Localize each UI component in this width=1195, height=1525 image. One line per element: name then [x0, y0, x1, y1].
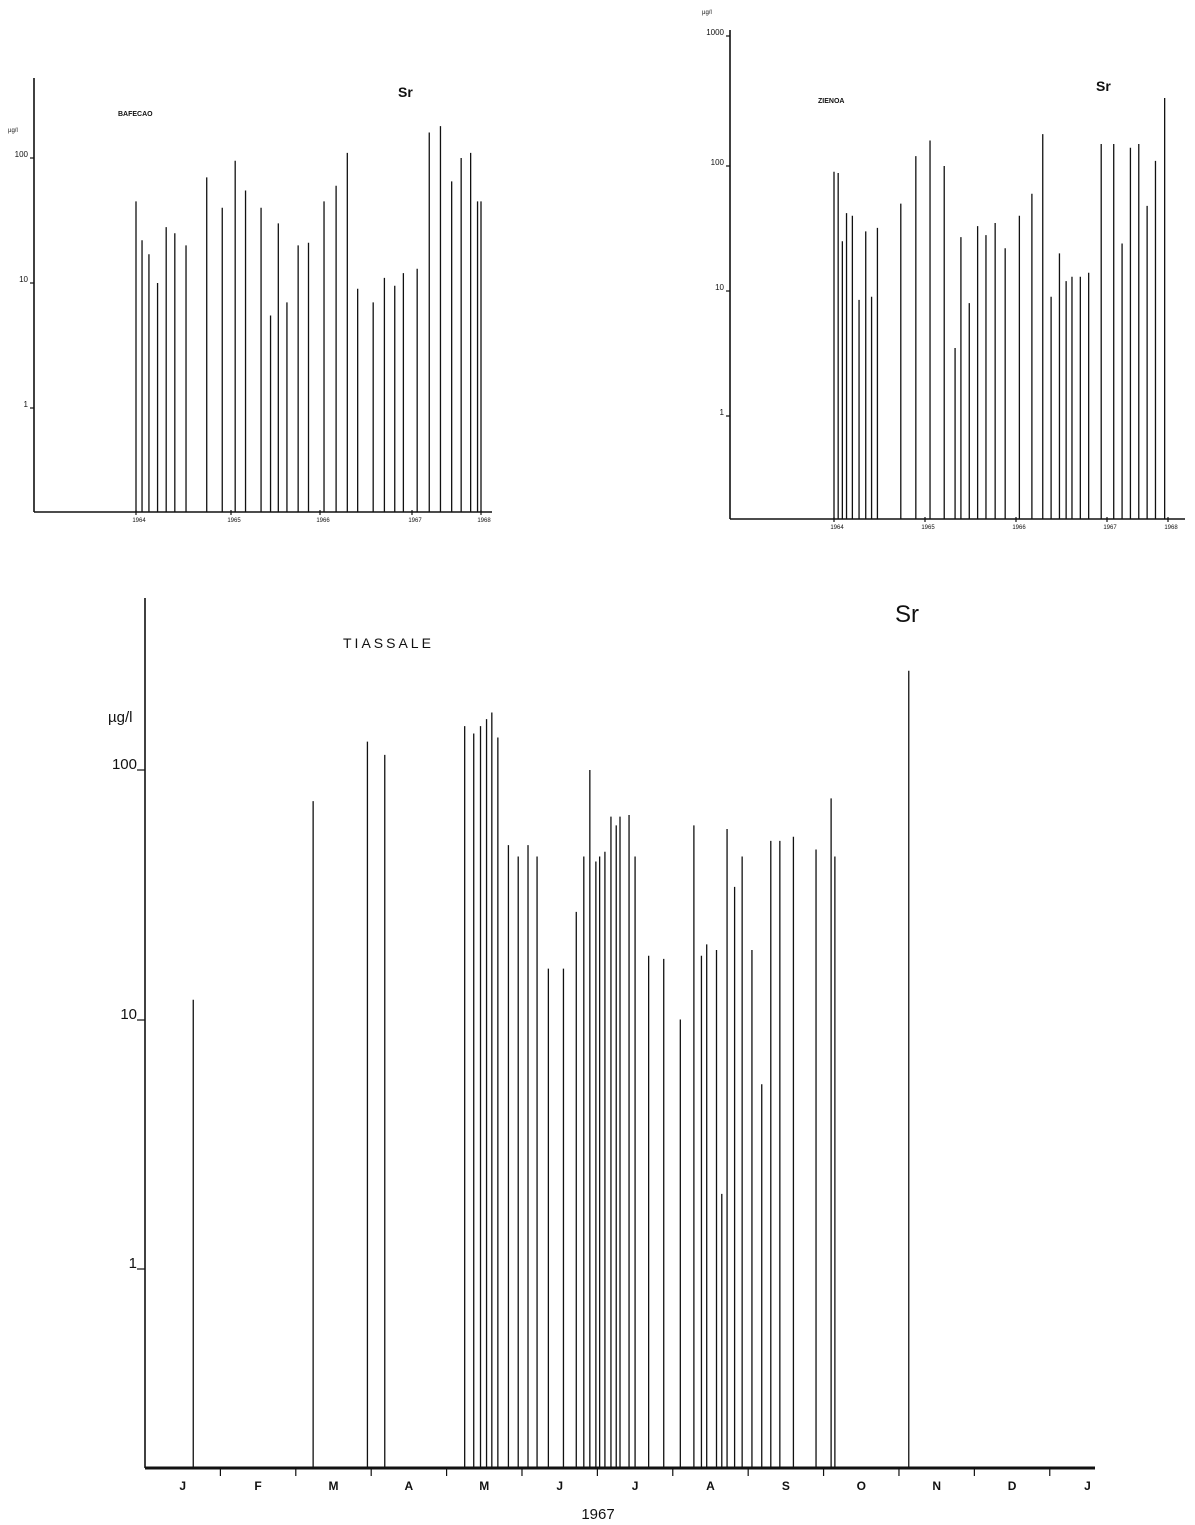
tiassale-month-label: O — [857, 1479, 866, 1493]
bafecao-x-tick-label: 1964 — [132, 518, 146, 524]
bafecao-x-tick-label: 1968 — [477, 518, 491, 524]
bafecao-x-tick-label: 1966 — [316, 518, 330, 524]
chart-tiassale-ylabel: µg/l — [108, 709, 133, 726]
chart-tiassale-element: Sr — [895, 601, 919, 628]
zienoa-y-tick-label: 10 — [715, 283, 724, 292]
tiassale-month-label: J — [556, 1479, 563, 1493]
zienoa-x-tick-label: 1968 — [1164, 525, 1178, 531]
tiassale-month-label: S — [782, 1479, 790, 1493]
tiassale-y-tick-label: 10 — [120, 1006, 137, 1023]
tiassale-y-tick-label: 1 — [129, 1255, 137, 1272]
chart-zienoa-element: Sr — [1096, 78, 1111, 94]
bafecao-x-tick-label: 1967 — [408, 518, 422, 524]
tiassale-month-label: J — [632, 1479, 639, 1493]
chart-tiassale-xlabel: 1967 — [581, 1506, 614, 1523]
zienoa-y-tick-label: 1 — [720, 408, 725, 417]
zienoa-x-tick-label: 1967 — [1103, 525, 1117, 531]
tiassale-month-label: N — [932, 1479, 941, 1493]
chart-bafecao-element: Sr — [398, 84, 413, 100]
tiassale-month-label: A — [706, 1479, 715, 1493]
zienoa-y-tick-label: 100 — [711, 158, 725, 167]
zienoa-x-tick-label: 1964 — [830, 525, 844, 531]
chart-zienoa: ZIENOA Sr µg/l 1 10 100 1000 1964 1965 1966 196… — [702, 10, 1185, 531]
tiassale-month-label: M — [479, 1479, 489, 1493]
tiassale-month-label: A — [405, 1479, 414, 1493]
zienoa-y-tick-label: 1000 — [706, 28, 724, 37]
tiassale-y-tick-label: 100 — [112, 756, 137, 773]
chart-bafecao-ylabel: µg/l — [8, 128, 18, 134]
tiassale-month-label: M — [328, 1479, 338, 1493]
chart-zienoa-ylabel: µg/l — [702, 10, 712, 16]
tiassale-month-label: J — [179, 1479, 186, 1493]
chart-bafecao: BAFECAO Sr µg/l 1 10 100 1964 1965 1966 1967 19… — [8, 78, 492, 524]
chart-tiassale: TIASSALE Sr µg/l 1967 1 10 100 J F M A M J J A S O N D… — [108, 598, 1095, 1523]
zienoa-x-tick-label: 1966 — [1012, 525, 1026, 531]
chart-tiassale-station: TIASSALE — [343, 635, 434, 651]
bafecao-x-tick-label: 1965 — [227, 518, 241, 524]
bafecao-y-tick-label: 100 — [15, 150, 29, 159]
tiassale-month-label: J — [1084, 1479, 1091, 1493]
chart-zienoa-station: ZIENOA — [818, 98, 844, 105]
chart-bafecao-station: BAFECAO — [118, 111, 153, 118]
tiassale-month-label: D — [1008, 1479, 1017, 1493]
tiassale-month-label: F — [254, 1479, 261, 1493]
zienoa-x-tick-label: 1965 — [921, 525, 935, 531]
bafecao-y-tick-label: 1 — [24, 400, 29, 409]
bafecao-y-tick-label: 10 — [19, 275, 28, 284]
